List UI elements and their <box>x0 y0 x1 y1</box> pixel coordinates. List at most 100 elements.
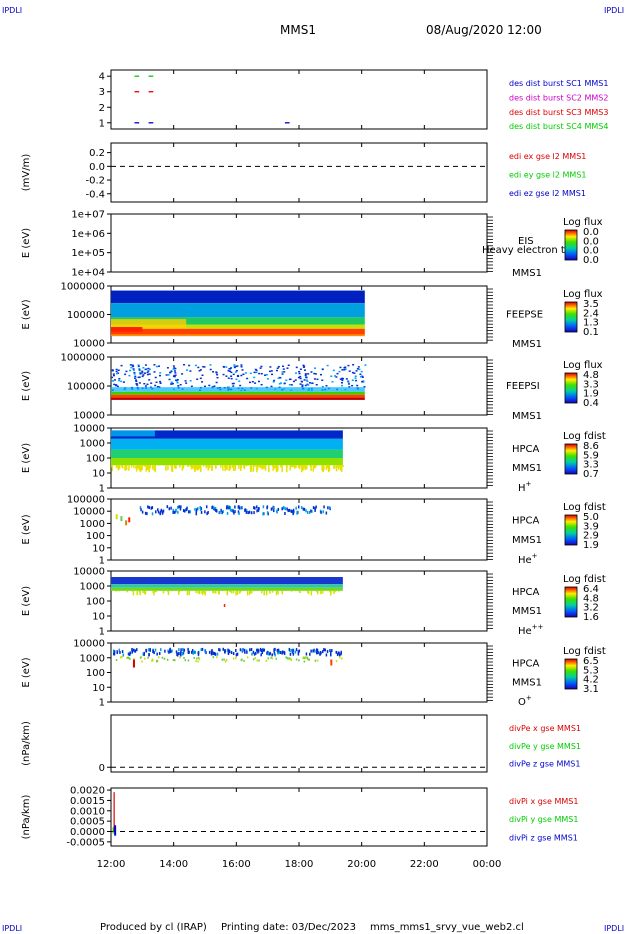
heatmap-cell <box>166 367 169 369</box>
colorbar-tick-label: 1.9 <box>583 389 599 400</box>
heatmap-cell <box>139 656 142 659</box>
heatmap-cell <box>115 372 118 375</box>
instrument-label: MMS1 <box>512 677 542 688</box>
heatmap-cell <box>172 508 174 512</box>
heatmap-cell <box>199 377 202 380</box>
panel-burst: 1 2 3 4 des dist burst SC1 MMS1 des dist burs… <box>99 69 608 131</box>
heatmap-cell <box>120 380 123 383</box>
heatmap-cell <box>240 374 243 377</box>
heatmap-cell <box>301 384 304 386</box>
heatmap-cell <box>131 590 133 592</box>
heatmap-band <box>111 397 365 400</box>
heatmap-cell <box>171 649 173 653</box>
heatmap-cell <box>223 604 226 607</box>
heatmap-cell <box>202 365 205 368</box>
heatmap-cell <box>289 652 292 656</box>
heatmap-cell <box>292 512 294 516</box>
heatmap-cell <box>281 373 284 375</box>
heatmap-cell <box>266 651 268 655</box>
heatmap-cell <box>338 653 341 657</box>
heatmap-cell <box>137 364 140 366</box>
heatmap-cell <box>254 465 256 467</box>
heatmap-cell <box>302 366 305 368</box>
heatmap-cell <box>151 465 154 470</box>
heatmap-cell <box>213 385 216 387</box>
heatmap-cell <box>240 465 242 472</box>
heatmap-cell <box>341 377 344 380</box>
colorbar-tick-label: 0.0 <box>583 255 599 266</box>
heatmap-cell <box>159 374 162 377</box>
heatmap-cell <box>200 510 203 514</box>
heatmap-cell <box>312 506 315 510</box>
heatmap-cell <box>131 648 133 652</box>
heatmap-cell <box>166 505 169 509</box>
heatmap-cell <box>155 590 157 593</box>
heatmap-cell <box>151 506 154 510</box>
heatmap-cell <box>291 650 294 654</box>
heatmap-cell <box>271 657 274 660</box>
heatmap-cell <box>245 510 248 514</box>
y-axis-label: (mV/m) <box>21 154 32 192</box>
heatmap-cell <box>267 652 269 656</box>
heatmap-cell <box>282 506 285 510</box>
heatmap-cell <box>188 590 191 592</box>
heatmap-cell <box>176 381 179 384</box>
heatmap-cell <box>178 648 180 652</box>
heatmap-cell <box>271 653 273 657</box>
heatmap-cell <box>212 656 215 659</box>
heatmap-cell <box>299 368 302 370</box>
legend-entry: edi ey gse l2 MMS1 <box>509 170 587 179</box>
heatmap-cell <box>126 590 128 593</box>
heatmap-cell <box>268 370 271 373</box>
species-charge: ++ <box>532 623 544 631</box>
heatmap-cell <box>236 590 239 595</box>
instrument-label: HPCA <box>512 659 540 670</box>
heatmap-cell <box>147 505 149 509</box>
heatmap-cell <box>177 510 179 514</box>
heatmap-cell <box>232 509 234 513</box>
heatmap-cell <box>162 510 164 514</box>
heatmap-cell <box>157 508 159 512</box>
heatmap-cell <box>124 373 127 376</box>
heatmap-cell <box>198 658 201 661</box>
heatmap-cell <box>285 656 287 659</box>
heatmap-cell <box>198 590 201 595</box>
heatmap-band <box>111 334 365 337</box>
colorbar-tick-label: 0.7 <box>583 469 599 480</box>
heatmap-cell <box>327 506 329 510</box>
heatmap-cell <box>283 382 286 385</box>
heatmap-cell <box>286 507 288 511</box>
heatmap-cell <box>265 659 268 662</box>
legend-entry: des dist burst SC2 MMS2 <box>509 93 608 102</box>
y-axis-label: E (eV) <box>21 586 32 616</box>
y-axis-label: E (eV) <box>21 228 32 258</box>
heatmap-cell <box>260 653 262 657</box>
heatmap-cell <box>187 465 190 467</box>
species-label: O+ <box>518 694 532 708</box>
colorbar-tick-label: 3.3 <box>583 379 599 390</box>
heatmap-cell <box>176 378 179 381</box>
heatmap-cell <box>190 650 193 654</box>
heatmap-cell <box>158 652 161 656</box>
heatmap-cell <box>174 367 177 370</box>
time-axis: 12:00 14:00 16:00 18:00 20:00 22:00 00:00 <box>97 859 502 870</box>
heatmap-cell <box>276 367 279 370</box>
heatmap-cell <box>319 652 321 656</box>
heatmap-cell <box>225 375 228 377</box>
heatmap-cell <box>125 520 128 526</box>
y-tick-label: 1e+07 <box>71 210 105 221</box>
heatmap-cell <box>325 465 328 470</box>
y-tick-label: -0.2 <box>85 176 105 187</box>
instrument-label: EIS <box>518 236 534 247</box>
heatmap-cell <box>136 648 138 652</box>
heatmap-cell <box>165 465 167 471</box>
heatmap-cell <box>257 380 260 383</box>
heatmap-cell <box>295 506 297 510</box>
heatmap-cell <box>134 649 136 653</box>
heatmap-cell <box>303 660 306 663</box>
heatmap-cell <box>127 656 129 659</box>
heatmap-cell <box>177 385 180 387</box>
heatmap-cell <box>306 656 309 659</box>
heatmap-cell <box>148 373 151 375</box>
